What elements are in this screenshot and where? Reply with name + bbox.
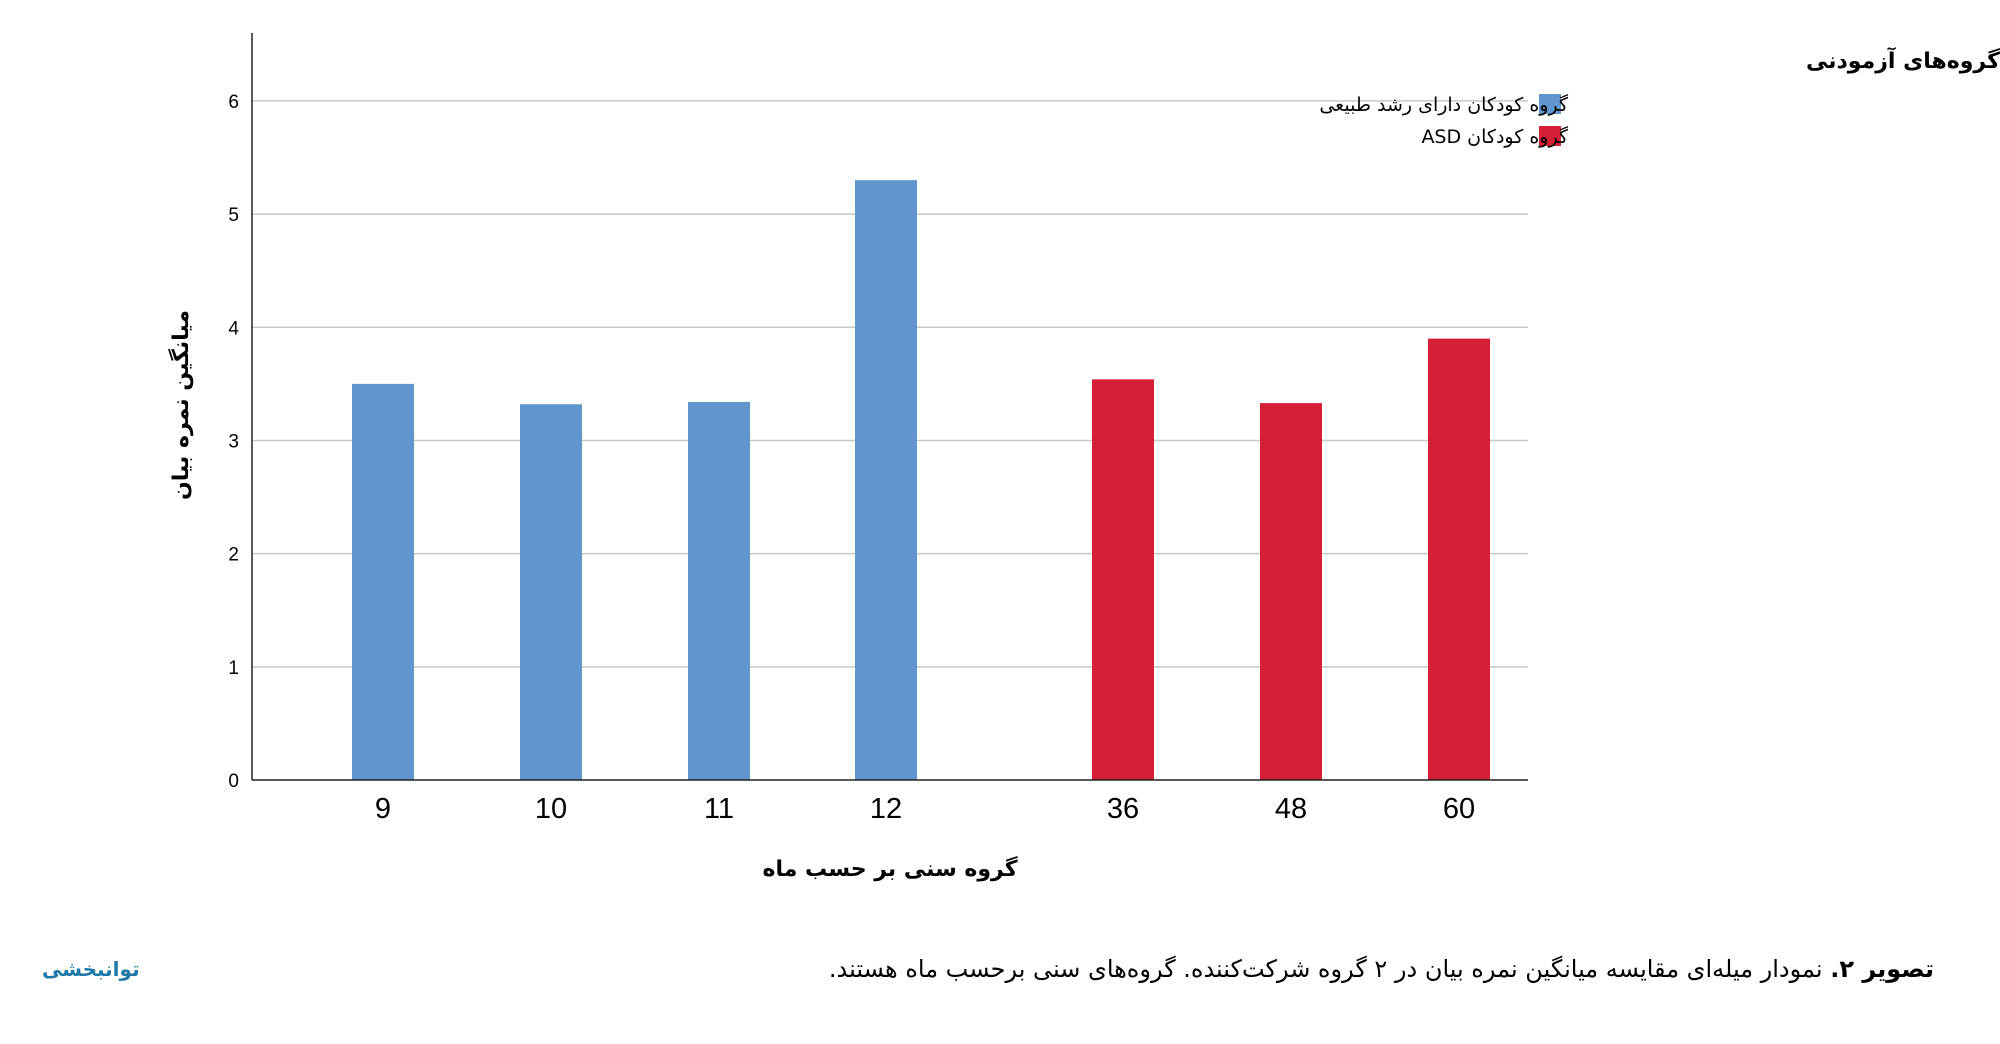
bar-11 [688,401,750,780]
y-tick-label: 1 [228,658,239,679]
y-axis-title: میانگین نمره بیان [167,310,194,500]
logo-text: توانبخشی [42,957,140,981]
y-tick-label: 4 [228,318,239,339]
x-tick-label: 48 [1275,793,1307,825]
y-tick-label: 3 [228,431,239,452]
legend-swatch-asd [1539,126,1561,146]
bar-12 [855,180,917,781]
legend: گروه‌های آزمودنی گروه کودکان دارای رشد ط… [1319,46,2000,148]
x-tick-label: 36 [1107,793,1139,825]
y-tick-label: 6 [228,92,239,113]
x-axis-title: گروه سنی بر حسب ماه [763,855,1018,882]
x-tick-labels: 9 10 11 12 36 48 60 [375,793,1475,825]
legend-swatch-typical [1539,94,1561,114]
bar-48 [1260,403,1322,780]
x-tick-label: 10 [535,793,567,825]
y-tick-label: 0 [228,771,239,792]
legend-title: گروه‌های آزمودنی [1806,46,2000,74]
bar-36 [1092,379,1154,780]
bar-9 [352,383,414,780]
x-tick-label: 9 [375,793,391,825]
y-tick-label: 5 [228,205,239,226]
x-tick-label: 60 [1443,793,1475,825]
legend-label-typical: گروه کودکان دارای رشد طبیعی [1319,93,1569,116]
bars [352,180,1490,781]
legend-label-asd: گروه کودکان ASD [1421,125,1569,148]
caption-text: نمودار میله‌ای مقایسه میانگین نمره بیان … [828,955,1831,983]
bar-60 [1428,338,1490,780]
y-tick-labels: 0 1 2 3 4 5 6 [228,92,239,792]
y-tick-label: 2 [228,545,239,566]
caption-lead: تصویر ۲. [1830,955,1934,983]
figure-caption: تصویر ۲. نمودار میله‌ای مقایسه میانگین ن… [829,955,1934,983]
x-tick-label: 12 [870,793,902,825]
x-tick-label: 11 [704,793,734,825]
bar-10 [520,404,582,780]
